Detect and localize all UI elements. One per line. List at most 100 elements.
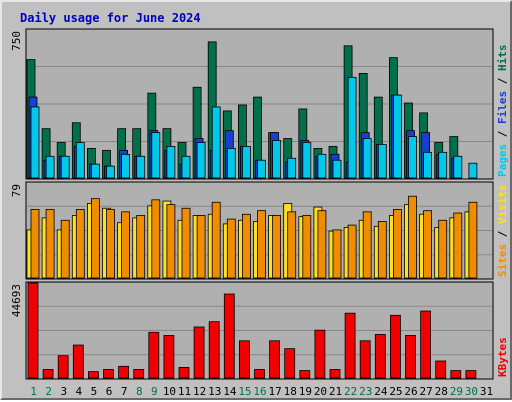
bar-sites-day-25: [392, 209, 402, 279]
bar-kbytes-day-9: [148, 331, 160, 379]
bar-sites-day-13: [211, 201, 221, 279]
bar-kbytes-day-16: [254, 369, 265, 379]
x-tick-label-day-19: 19: [299, 385, 312, 398]
x-tick-label-day-11: 11: [178, 385, 191, 398]
bar-pages-day-26: [408, 136, 417, 179]
bar-sites-day-17: [272, 215, 282, 279]
x-tick-label-day-21: 21: [329, 385, 342, 398]
x-tick-label-day-29: 29: [450, 385, 463, 398]
bar-pages-day-29: [453, 155, 463, 179]
bar-sites-day-9: [151, 199, 161, 279]
series-label-part: Pages: [496, 144, 509, 177]
bar-pages-day-23: [362, 138, 372, 179]
series-label-part: /: [496, 224, 509, 244]
bar-sites-day-19: [302, 215, 312, 279]
bar-kbytes-day-2: [42, 369, 54, 379]
bar-kbytes-day-3: [57, 355, 69, 379]
bar-kbytes-day-26: [405, 335, 416, 379]
bar-sites-day-20: [317, 210, 327, 279]
bar-sites-day-2: [45, 209, 55, 279]
bar-pages-day-1: [30, 106, 40, 179]
bar-kbytes-day-30: [465, 370, 477, 379]
x-tick-label-day-6: 6: [106, 385, 113, 398]
bar-pages-day-10: [166, 146, 176, 179]
series-label-part: Files: [496, 91, 509, 124]
bar-sites-day-1: [30, 209, 40, 279]
bar-pages-day-11: [181, 155, 191, 179]
bar-sites-day-4: [75, 209, 85, 279]
y-max-label-top: 750: [10, 31, 23, 51]
bar-sites-day-3: [60, 219, 70, 279]
bar-pages-day-16: [257, 159, 266, 179]
x-tick-label-day-24: 24: [374, 385, 388, 398]
bar-sites-day-23: [362, 211, 372, 279]
series-label-part: KBytes: [496, 337, 509, 377]
bar-kbytes-day-14: [223, 293, 235, 379]
bar-kbytes-day-6: [103, 369, 114, 379]
bar-pages-day-28: [438, 151, 448, 179]
bar-kbytes-day-24: [374, 334, 386, 379]
bar-pages-day-15: [241, 146, 251, 179]
bar-sites-day-29: [453, 212, 463, 279]
bar-kbytes-day-20: [314, 329, 326, 379]
bar-sites-day-22: [347, 224, 357, 279]
x-tick-label-day-23: 23: [359, 385, 372, 398]
series-label-part: /: [496, 71, 509, 91]
x-tick-label-day-27: 27: [420, 385, 433, 398]
bar-kbytes-day-21: [329, 369, 341, 379]
series-label-top: Pages / Files / Hits: [496, 45, 509, 178]
bar-sites-day-7: [121, 211, 130, 279]
x-tick-label-day-16: 16: [253, 385, 266, 398]
x-tick-label-day-12: 12: [193, 385, 206, 398]
x-tick-label-day-9: 9: [151, 385, 158, 398]
bar-kbytes-day-29: [450, 370, 462, 379]
series-label-part: Visits: [496, 184, 509, 224]
x-tick-label-day-25: 25: [389, 385, 402, 398]
x-tick-label-day-5: 5: [91, 385, 98, 398]
x-tick-label-day-14: 14: [223, 385, 237, 398]
x-tick-label-day-8: 8: [136, 385, 143, 398]
bar-kbytes-day-17: [269, 340, 281, 379]
bar-kbytes-day-25: [389, 314, 401, 379]
y-max-label-bottom: 44693: [10, 284, 23, 317]
x-tick-label-day-28: 28: [435, 385, 448, 398]
series-label-bottom: KBytes: [496, 337, 509, 377]
x-tick-label-day-22: 22: [344, 385, 357, 398]
bar-kbytes-day-19: [299, 370, 311, 379]
series-label-part: /: [496, 124, 509, 144]
bar-pages-day-30: [468, 162, 478, 179]
bar-kbytes-day-23: [359, 340, 371, 379]
x-tick-label-day-3: 3: [60, 385, 67, 398]
bar-kbytes-day-18: [284, 348, 296, 379]
x-tick-label-day-30: 30: [465, 385, 478, 398]
bar-pages-day-5: [91, 163, 100, 179]
bar-pages-day-3: [60, 155, 70, 179]
bar-pages-day-14: [226, 147, 236, 179]
chart-title: Daily usage for June 2024: [20, 11, 201, 25]
bar-sites-day-16: [257, 210, 266, 279]
x-tick-label-day-2: 2: [45, 385, 52, 398]
series-label-middle: Sites / Visits: [496, 184, 509, 277]
bar-kbytes-day-1: [27, 282, 39, 379]
bar-pages-day-13: [211, 106, 221, 179]
bar-pages-day-4: [75, 142, 85, 179]
x-tick-label-day-15: 15: [238, 385, 251, 398]
bar-kbytes-day-27: [420, 310, 432, 379]
bar-pages-day-22: [347, 76, 357, 179]
x-tick-label-day-1: 1: [30, 385, 37, 398]
bar-pages-day-17: [272, 140, 282, 179]
bar-kbytes-day-7: [118, 365, 129, 379]
bar-sites-day-11: [181, 207, 191, 279]
bar-pages-day-7: [121, 153, 130, 179]
series-label-part: Sites: [496, 244, 509, 277]
bar-kbytes-day-28: [435, 360, 447, 379]
bar-pages-day-24: [377, 144, 387, 179]
bar-sites-day-24: [377, 221, 387, 279]
bar-sites-day-10: [166, 204, 176, 279]
bar-kbytes-day-5: [88, 371, 99, 379]
bar-pages-day-2: [45, 155, 55, 179]
x-tick-label-day-18: 18: [284, 385, 297, 398]
x-tick-label-day-13: 13: [208, 385, 221, 398]
bar-kbytes-day-4: [72, 344, 84, 379]
